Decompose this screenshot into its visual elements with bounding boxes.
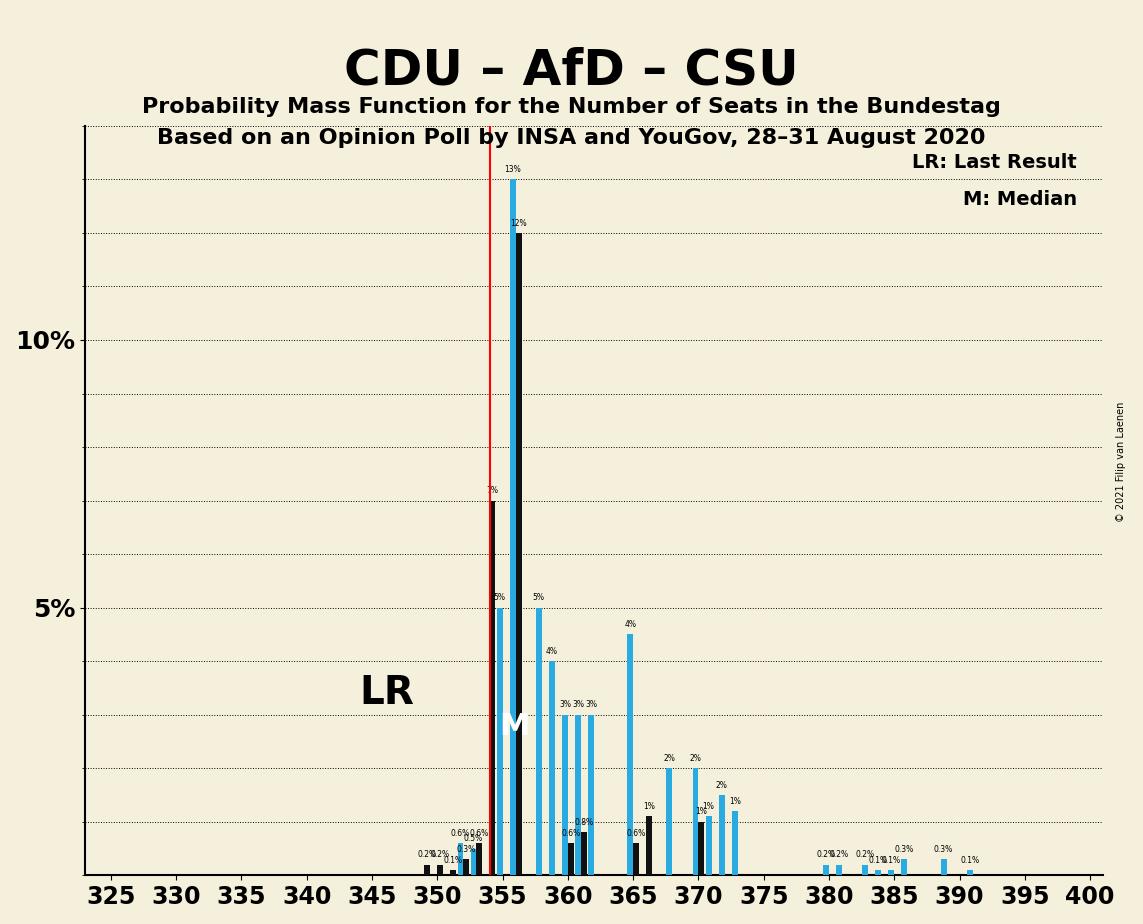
Text: 12%: 12%	[510, 219, 527, 227]
Text: 0.1%: 0.1%	[960, 856, 980, 865]
Bar	[477, 844, 482, 875]
Text: 2%: 2%	[689, 754, 702, 763]
Text: 0.3%: 0.3%	[895, 845, 914, 854]
Text: Based on an Opinion Poll by INSA and YouGov, 28–31 August 2020: Based on an Opinion Poll by INSA and You…	[158, 128, 985, 148]
Bar	[888, 869, 894, 875]
Bar	[823, 865, 829, 875]
Text: 0.1%: 0.1%	[881, 856, 901, 865]
Bar	[471, 848, 477, 875]
Bar	[562, 714, 568, 875]
Bar	[424, 865, 430, 875]
Text: 0.2%: 0.2%	[830, 850, 849, 859]
Text: 0.3%: 0.3%	[934, 845, 953, 854]
Text: 0.3%: 0.3%	[457, 845, 475, 854]
Bar	[463, 859, 470, 875]
Text: 0.2%: 0.2%	[431, 850, 450, 859]
Text: 1%: 1%	[729, 796, 741, 806]
Bar	[967, 869, 973, 875]
Bar	[581, 833, 586, 875]
Bar	[510, 179, 515, 875]
Text: 0.1%: 0.1%	[443, 856, 463, 865]
Text: M: Median: M: Median	[964, 190, 1077, 209]
Text: 3%: 3%	[559, 700, 570, 710]
Text: LR: Last Result: LR: Last Result	[912, 152, 1077, 172]
Bar	[515, 233, 521, 875]
Text: 0.5%: 0.5%	[464, 834, 483, 844]
Text: 3%: 3%	[585, 700, 597, 710]
Bar	[876, 869, 881, 875]
Text: 0.2%: 0.2%	[417, 850, 437, 859]
Bar	[646, 817, 653, 875]
Text: 0.6%: 0.6%	[561, 829, 581, 838]
Text: 0.1%: 0.1%	[869, 856, 888, 865]
Text: 4%: 4%	[624, 620, 637, 629]
Text: 5%: 5%	[533, 593, 545, 602]
Bar	[693, 768, 698, 875]
Text: 1%: 1%	[695, 808, 708, 817]
Bar	[666, 768, 672, 875]
Bar	[536, 608, 542, 875]
Bar	[705, 817, 711, 875]
Text: 0.6%: 0.6%	[626, 829, 646, 838]
Text: Probability Mass Function for the Number of Seats in the Bundestag: Probability Mass Function for the Number…	[142, 97, 1001, 117]
Bar	[941, 859, 946, 875]
Bar	[633, 844, 639, 875]
Text: 7%: 7%	[487, 486, 498, 495]
Bar	[575, 714, 581, 875]
Bar	[732, 811, 737, 875]
Text: 0.8%: 0.8%	[574, 818, 593, 827]
Text: 1%: 1%	[644, 802, 655, 811]
Text: M: M	[499, 712, 529, 741]
Bar	[489, 501, 495, 875]
Text: 4%: 4%	[546, 647, 558, 656]
Bar	[698, 821, 704, 875]
Bar	[862, 865, 869, 875]
Bar	[589, 714, 594, 875]
Text: 0.2%: 0.2%	[856, 850, 874, 859]
Bar	[549, 662, 554, 875]
Text: 2%: 2%	[716, 781, 728, 790]
Bar	[628, 635, 633, 875]
Bar	[438, 865, 443, 875]
Bar	[902, 859, 908, 875]
Bar	[837, 865, 842, 875]
Text: 1%: 1%	[703, 802, 714, 811]
Text: CDU – AfD – CSU: CDU – AfD – CSU	[344, 46, 799, 94]
Text: 2%: 2%	[663, 754, 676, 763]
Text: 0.6%: 0.6%	[450, 829, 470, 838]
Bar	[719, 795, 725, 875]
Text: 0.6%: 0.6%	[470, 829, 489, 838]
Text: 0.2%: 0.2%	[816, 850, 836, 859]
Text: 5%: 5%	[494, 593, 505, 602]
Text: 13%: 13%	[504, 165, 521, 174]
Bar	[457, 844, 463, 875]
Text: 3%: 3%	[572, 700, 584, 710]
Bar	[568, 844, 574, 875]
Text: LR: LR	[359, 674, 414, 712]
Bar	[497, 608, 503, 875]
Text: © 2021 Filip van Laenen: © 2021 Filip van Laenen	[1116, 402, 1126, 522]
Bar	[450, 869, 456, 875]
